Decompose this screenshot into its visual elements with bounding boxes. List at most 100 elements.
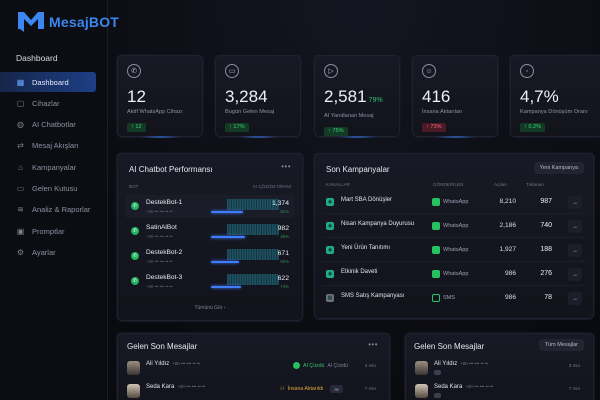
bot-row[interactable]: ✆ SatinAlBot +90 ••• ••• •• •• 982 48% <box>125 220 295 243</box>
sidebar-item-prompts[interactable]: ▣ Promptlar <box>0 221 108 241</box>
stat-card-conversion[interactable]: ◦ 4,7% Kampanya Dönüşüm Oranı ↑ 0.2% <box>509 54 600 138</box>
stat-badge: ↑ 12 <box>127 122 146 132</box>
more-options-icon[interactable]: ••• <box>281 162 291 171</box>
progress-bar <box>211 236 245 238</box>
avatar <box>415 384 428 398</box>
message-row[interactable]: Ali Yıldız +90 ••• ••• •• •• AI Çözdü AI … <box>125 358 382 378</box>
campaign-name: Nisan Kampanya Duyurusu <box>341 221 415 227</box>
column-clicked[interactable]: Tıklanan <box>526 182 544 187</box>
column-rate[interactable]: AI ÇÖZÜM ORANI <box>252 184 291 189</box>
arrow-right-icon[interactable]: → <box>568 292 582 305</box>
sidebar-item-label: Cihazlar <box>32 98 60 108</box>
stat-badge: ↑ 75% <box>324 126 348 136</box>
sender-name-text: Ali Yıldız <box>146 361 170 367</box>
logo[interactable]: MesajBOT <box>16 9 119 34</box>
column-name[interactable]: KANALLAR <box>326 182 351 187</box>
campaign-row[interactable]: ◉ Nisan Kampanya Duyurusu WhatsApp 2,186… <box>322 216 586 238</box>
stat-value: 2,581 79% <box>324 88 390 110</box>
recent-campaigns-panel: Son Kampanyalar Yeni Kampanya KANALLAR G… <box>313 152 595 320</box>
recent-messages-panel-secondary: Gelen Son Mesajlar Tüm Mesajlar Ali Yıld… <box>404 332 595 400</box>
avatar <box>415 361 428 375</box>
prompt-icon: ▣ <box>16 226 25 236</box>
clicked-count: 740 <box>540 222 552 229</box>
campaign-row[interactable]: ▦ SMS Satış Kampanyası SMS 986 78 → <box>322 288 586 310</box>
arrow-right-icon[interactable]: → <box>568 268 582 281</box>
bot-value: 622 <box>277 275 289 282</box>
sender-name-text: Seda Kara <box>146 384 175 390</box>
status-badge: ⚇ İnsana Aktarıldı AI <box>280 385 343 393</box>
campaign-row[interactable]: ◉ Etkinik Daveti WhatsApp 986 276 → <box>322 264 586 286</box>
user-icon: ☺ <box>422 64 436 78</box>
message-row[interactable]: Ali Yıldız +90 ••• ••• •• •• 3 min <box>413 358 586 378</box>
conversion-icon: ◦ <box>520 64 534 78</box>
see-all-link[interactable]: Tümünü Gör › <box>194 305 226 311</box>
sidebar-item-settings[interactable]: ⚙ Ayarlar <box>0 242 108 262</box>
stat-card-ai-replies[interactable]: ▷ 2,581 79% AI Yanıtlanan Mesaj ↑ 75% <box>313 54 401 138</box>
progress-bar <box>211 211 243 213</box>
message-row[interactable]: Seda Kara +90 ••• ••• •• •• 7 min <box>413 381 586 400</box>
all-messages-button[interactable]: Tüm Mesajlar <box>538 339 584 351</box>
sender-name: Ali Yıldız +90 ••• ••• •• •• <box>434 361 488 367</box>
stat-badge: ↑ 73% <box>422 122 446 132</box>
sidebar-item-label: Dashboard <box>32 77 69 87</box>
sidebar-item-chatbots[interactable]: ◍ AI Chatbotlar <box>0 115 108 135</box>
progress-bar <box>211 286 241 288</box>
stat-card-devices[interactable]: ✆ 12 Aktif WhatsApp Cihazı ↑ 12 <box>116 54 204 138</box>
channel-label: WhatsApp <box>443 247 469 253</box>
sidebar-item-campaigns[interactable]: ⌂ Kampanyalar <box>0 157 108 177</box>
more-options-icon[interactable]: ••• <box>368 340 378 349</box>
stat-value: 4,7% <box>520 87 559 106</box>
arrow-right-icon[interactable]: → <box>568 220 582 233</box>
sparkline <box>227 274 279 285</box>
opened-count: 1,927 <box>499 246 516 253</box>
stat-label: Aktif WhatsApp Cihazı <box>127 109 183 115</box>
status-text: AI Çözdü <box>303 362 325 369</box>
arrow-right-icon[interactable]: → <box>568 244 582 257</box>
bot-percent: 74% <box>280 284 289 289</box>
channel-label: WhatsApp <box>443 271 469 277</box>
status-tag: AI Çözdü <box>327 362 348 369</box>
sidebar-item-flows[interactable]: ⇄ Mesaj Akışları <box>0 136 108 156</box>
analytics-icon: ≋ <box>17 205 24 215</box>
sidebar-item-inbox[interactable]: ▭ Gelen Kutusu <box>0 178 108 198</box>
sidebar-item-dashboard[interactable]: ▦ Dashboard <box>0 72 96 92</box>
bot-row[interactable]: ✆ DestekBot-2 +90 ••• ••• •• •• 671 65% <box>125 245 295 268</box>
avatar <box>127 384 140 398</box>
bot-percent: 48% <box>280 234 289 239</box>
sidebar-item-devices[interactable]: ▢ Cihazlar <box>0 93 108 113</box>
campaign-row[interactable]: ◉ Mart SBA Dönüşler WhatsApp 8,210 987 → <box>322 192 586 214</box>
whatsapp-icon <box>432 270 440 278</box>
bot-row[interactable]: ✆ DestekBot-1 +90 ••• ••• •• •• 1,374 81… <box>125 195 295 218</box>
stat-card-handoffs[interactable]: ☺ 416 İnsana Aktarılan ↑ 73% <box>411 54 499 138</box>
new-campaign-button[interactable]: Yeni Kampanya <box>533 162 584 174</box>
campaign-name: Mart SBA Dönüşler <box>341 197 393 203</box>
bot-name: DestekBot-1 <box>146 199 183 206</box>
whatsapp-icon <box>432 246 440 254</box>
stat-card-messages[interactable]: ▭ 3,284 Bugün Gelen Mesaj ↑ 17% <box>214 54 302 138</box>
opened-count: 986 <box>504 270 516 277</box>
opened-count: 8,210 <box>499 198 516 205</box>
flow-icon: ⇄ <box>17 141 24 151</box>
campaign-row[interactable]: ◉ Yeni Ürün Tanıtımı WhatsApp 1,927 188 … <box>322 240 586 262</box>
stat-label: Bugün Gelen Mesaj <box>225 109 275 115</box>
bot-percent: 65% <box>280 259 289 264</box>
column-channel[interactable]: GÖNDERİLEN <box>433 182 464 187</box>
campaign-icon: ◉ <box>326 246 334 254</box>
clicked-count: 188 <box>540 246 552 253</box>
sidebar-item-analytics[interactable]: ≋ Analiz & Raporlar <box>0 200 108 220</box>
whatsapp-icon: ✆ <box>131 227 139 235</box>
tag-chip <box>434 370 441 375</box>
sidebar-nav: ▦ Dashboard ▢ Cihazlar ◍ AI Chatbotlar ⇄… <box>0 72 108 264</box>
panel-title: Son Kampanyalar <box>326 165 390 174</box>
sender-name: Seda Kara +90 ••• ••• •• •• <box>434 384 493 390</box>
arrow-right-icon[interactable]: → <box>568 196 582 209</box>
column-opened[interactable]: Açılan <box>494 182 507 187</box>
sender-phone: +90 ••• ••• •• •• <box>172 361 200 366</box>
sidebar-item-label: Gelen Kutusu <box>32 183 78 193</box>
inbox-icon: ▭ <box>16 183 25 193</box>
status-badge: AI Çözdü AI Çözdü <box>293 362 348 369</box>
message-row[interactable]: Seda Kara +90 ••• ••• •• •• ⚇ İnsana Akta… <box>125 381 382 400</box>
channel-label: SMS <box>443 295 455 301</box>
bot-row[interactable]: ✆ DestekBot-3 +90 ••• ••• •• •• 622 74% <box>125 270 295 293</box>
